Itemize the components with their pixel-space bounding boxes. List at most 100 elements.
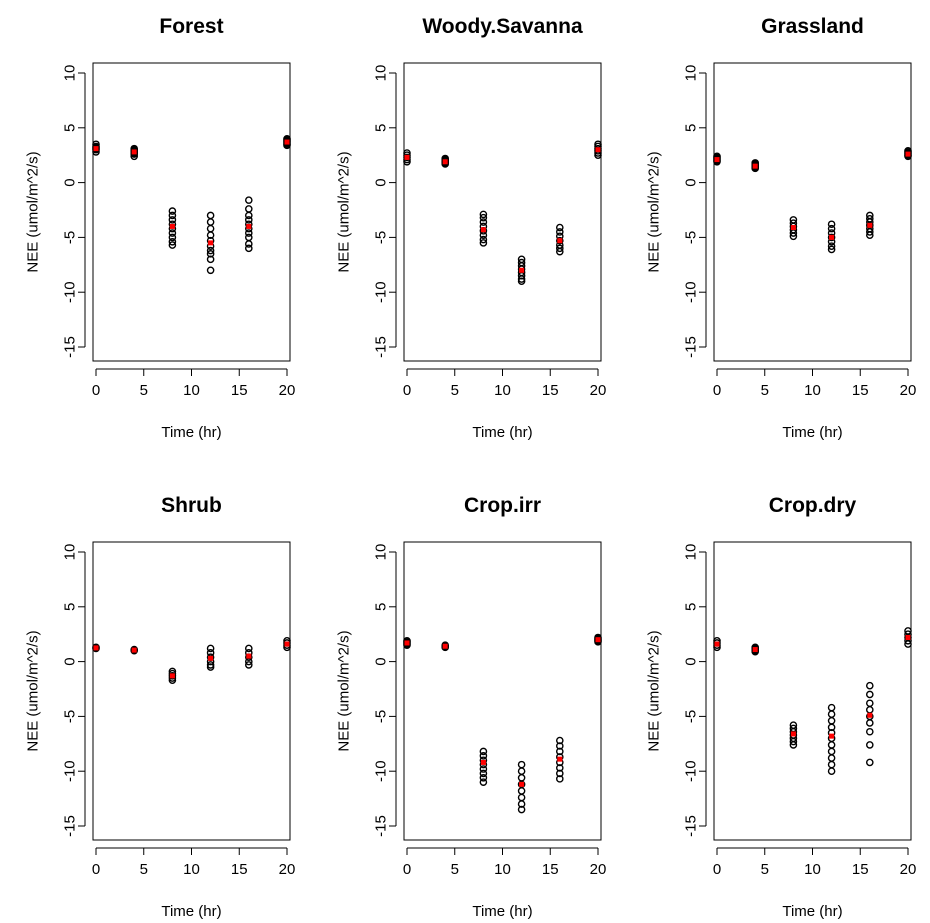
data-point: [244, 196, 253, 204]
mean-marker: [905, 151, 911, 157]
data-point: [244, 211, 253, 220]
data-point: [168, 207, 177, 215]
mean-marker: [480, 759, 486, 765]
data-point: [206, 266, 215, 275]
data-point: [479, 773, 488, 782]
y-tick-label: -10: [62, 281, 79, 303]
data-point: [517, 773, 526, 782]
data-point: [517, 767, 526, 776]
data-point: [244, 233, 253, 242]
x-tick-label: 20: [279, 861, 296, 878]
data-point: [479, 239, 488, 247]
x-tick-label: 0: [403, 861, 411, 878]
y-tick-label: 0: [683, 657, 700, 665]
y-tick-label: -15: [373, 815, 390, 837]
x-axis-label: Time (hr): [782, 424, 842, 441]
plot-frame: [713, 541, 912, 841]
x-tick-label: 0: [92, 382, 100, 399]
y-tick-label: -10: [373, 760, 390, 782]
y-axis-label: NEE (umol/m^2/s): [336, 151, 353, 272]
mean-marker: [284, 641, 290, 647]
data-point: [827, 767, 836, 776]
data-point: [479, 210, 488, 219]
data-point: [206, 644, 215, 653]
x-tick-label: 0: [92, 861, 100, 878]
panel-crop-irr: Crop.irr 0 5 10 15 20 -15 -10 -5 0 5 10 Time (hr) NEE…: [336, 494, 607, 920]
data-point: [130, 645, 138, 654]
x-axis-label: Time (hr): [161, 424, 221, 441]
data-point: [866, 727, 874, 736]
data-point: [827, 703, 836, 712]
data-point: [556, 742, 564, 750]
mean-marker: [905, 634, 911, 640]
x-tick-label: 10: [494, 861, 511, 878]
data-point: [517, 805, 526, 814]
data-point: [556, 736, 564, 745]
x-tick-label: 20: [590, 861, 607, 878]
data-point: [789, 737, 798, 746]
mean-marker: [790, 731, 796, 737]
y-tick-label: 10: [683, 544, 700, 561]
data-point: [517, 787, 526, 795]
y-axis-label: NEE (umol/m^2/s): [25, 151, 42, 272]
data-point: [479, 747, 488, 756]
x-tick-label: 5: [451, 382, 459, 399]
data-point: [168, 237, 177, 246]
data-point: [206, 231, 215, 240]
mean-marker: [404, 154, 410, 160]
data-point: [866, 719, 874, 727]
data-point: [866, 706, 874, 714]
mean-marker: [867, 712, 873, 718]
y-tick-label: 10: [373, 544, 390, 561]
x-tick-label: 20: [279, 382, 296, 399]
plot-frame: [92, 62, 291, 362]
data-point: [866, 758, 874, 767]
y-axis-label: NEE (umol/m^2/s): [25, 630, 42, 751]
mean-marker: [442, 159, 448, 165]
data-point: [479, 235, 488, 244]
data-point: [479, 218, 488, 226]
y-tick-label: -10: [373, 281, 390, 303]
plot-frame: [403, 62, 602, 362]
data-point: [168, 211, 177, 220]
y-tick-label: -10: [62, 760, 79, 782]
panel-title: Shrub: [161, 494, 222, 517]
y-tick-label: -10: [683, 281, 700, 303]
mean-marker: [867, 222, 873, 228]
data-point: [827, 716, 836, 725]
data-point: [517, 277, 526, 286]
data-point: [479, 765, 488, 773]
panel-title: Crop.dry: [769, 494, 857, 517]
panel-title: Forest: [159, 15, 223, 38]
x-tick-label: 0: [713, 382, 721, 399]
data-point: [827, 760, 836, 769]
data-point: [168, 229, 177, 237]
data-point: [479, 213, 488, 222]
data-point: [244, 240, 253, 248]
data-point: [206, 211, 215, 220]
data-point: [517, 793, 526, 802]
y-tick-label: 5: [62, 124, 79, 132]
y-tick-label: 0: [373, 178, 390, 186]
data-point: [789, 232, 798, 241]
mean-marker: [752, 647, 758, 653]
plot-frame: [713, 62, 912, 362]
x-tick-label: 15: [542, 382, 559, 399]
x-tick-label: 5: [140, 861, 148, 878]
mean-marker: [169, 673, 175, 679]
panel-title: Crop.irr: [464, 494, 541, 517]
data-point: [556, 775, 564, 783]
y-tick-label: 5: [683, 124, 700, 132]
data-point: [827, 224, 836, 233]
y-tick-label: 5: [683, 603, 700, 611]
x-tick-label: 5: [140, 382, 148, 399]
data-point: [244, 205, 253, 213]
data-point: [556, 223, 564, 232]
data-point: [479, 778, 488, 786]
mean-marker: [519, 781, 525, 787]
y-tick-label: 5: [373, 603, 390, 611]
x-tick-label: 15: [852, 861, 869, 878]
data-point: [244, 244, 253, 253]
panel-forest: Forest 0 5 10 15 20 -15 -10 -5 0 5 10 Time (hr) NEE (…: [25, 15, 296, 441]
